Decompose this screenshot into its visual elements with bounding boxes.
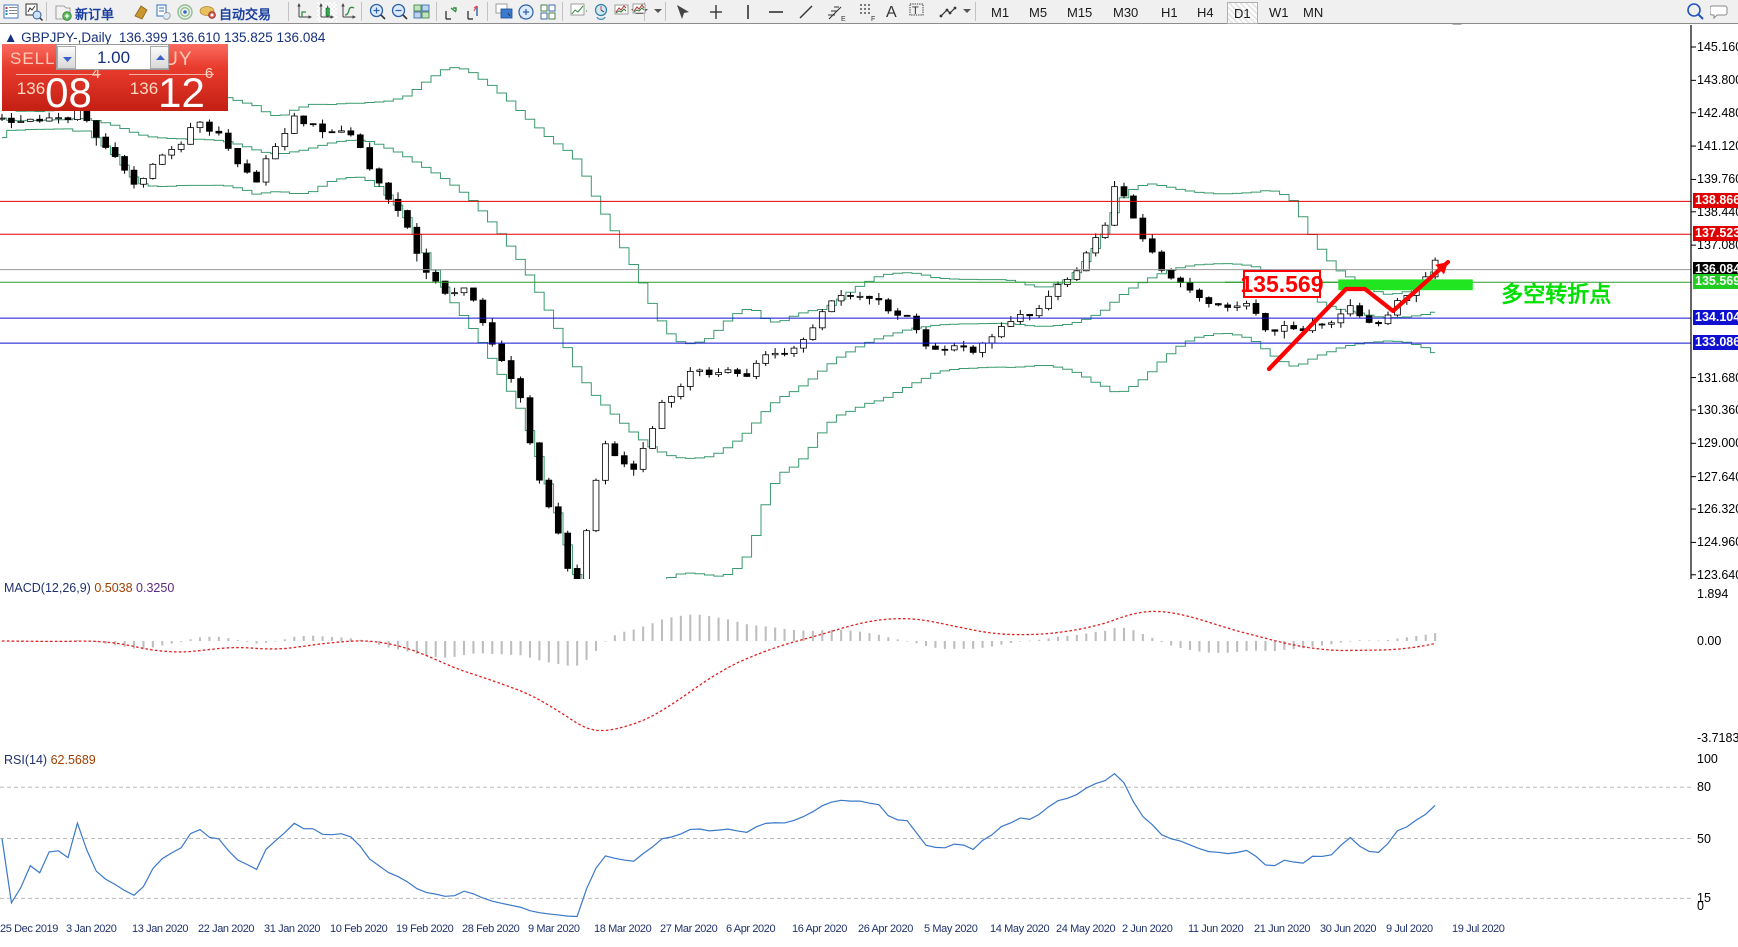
svg-text:T: T — [912, 5, 919, 17]
svg-text:F: F — [871, 16, 875, 22]
svg-text:E: E — [841, 16, 846, 22]
